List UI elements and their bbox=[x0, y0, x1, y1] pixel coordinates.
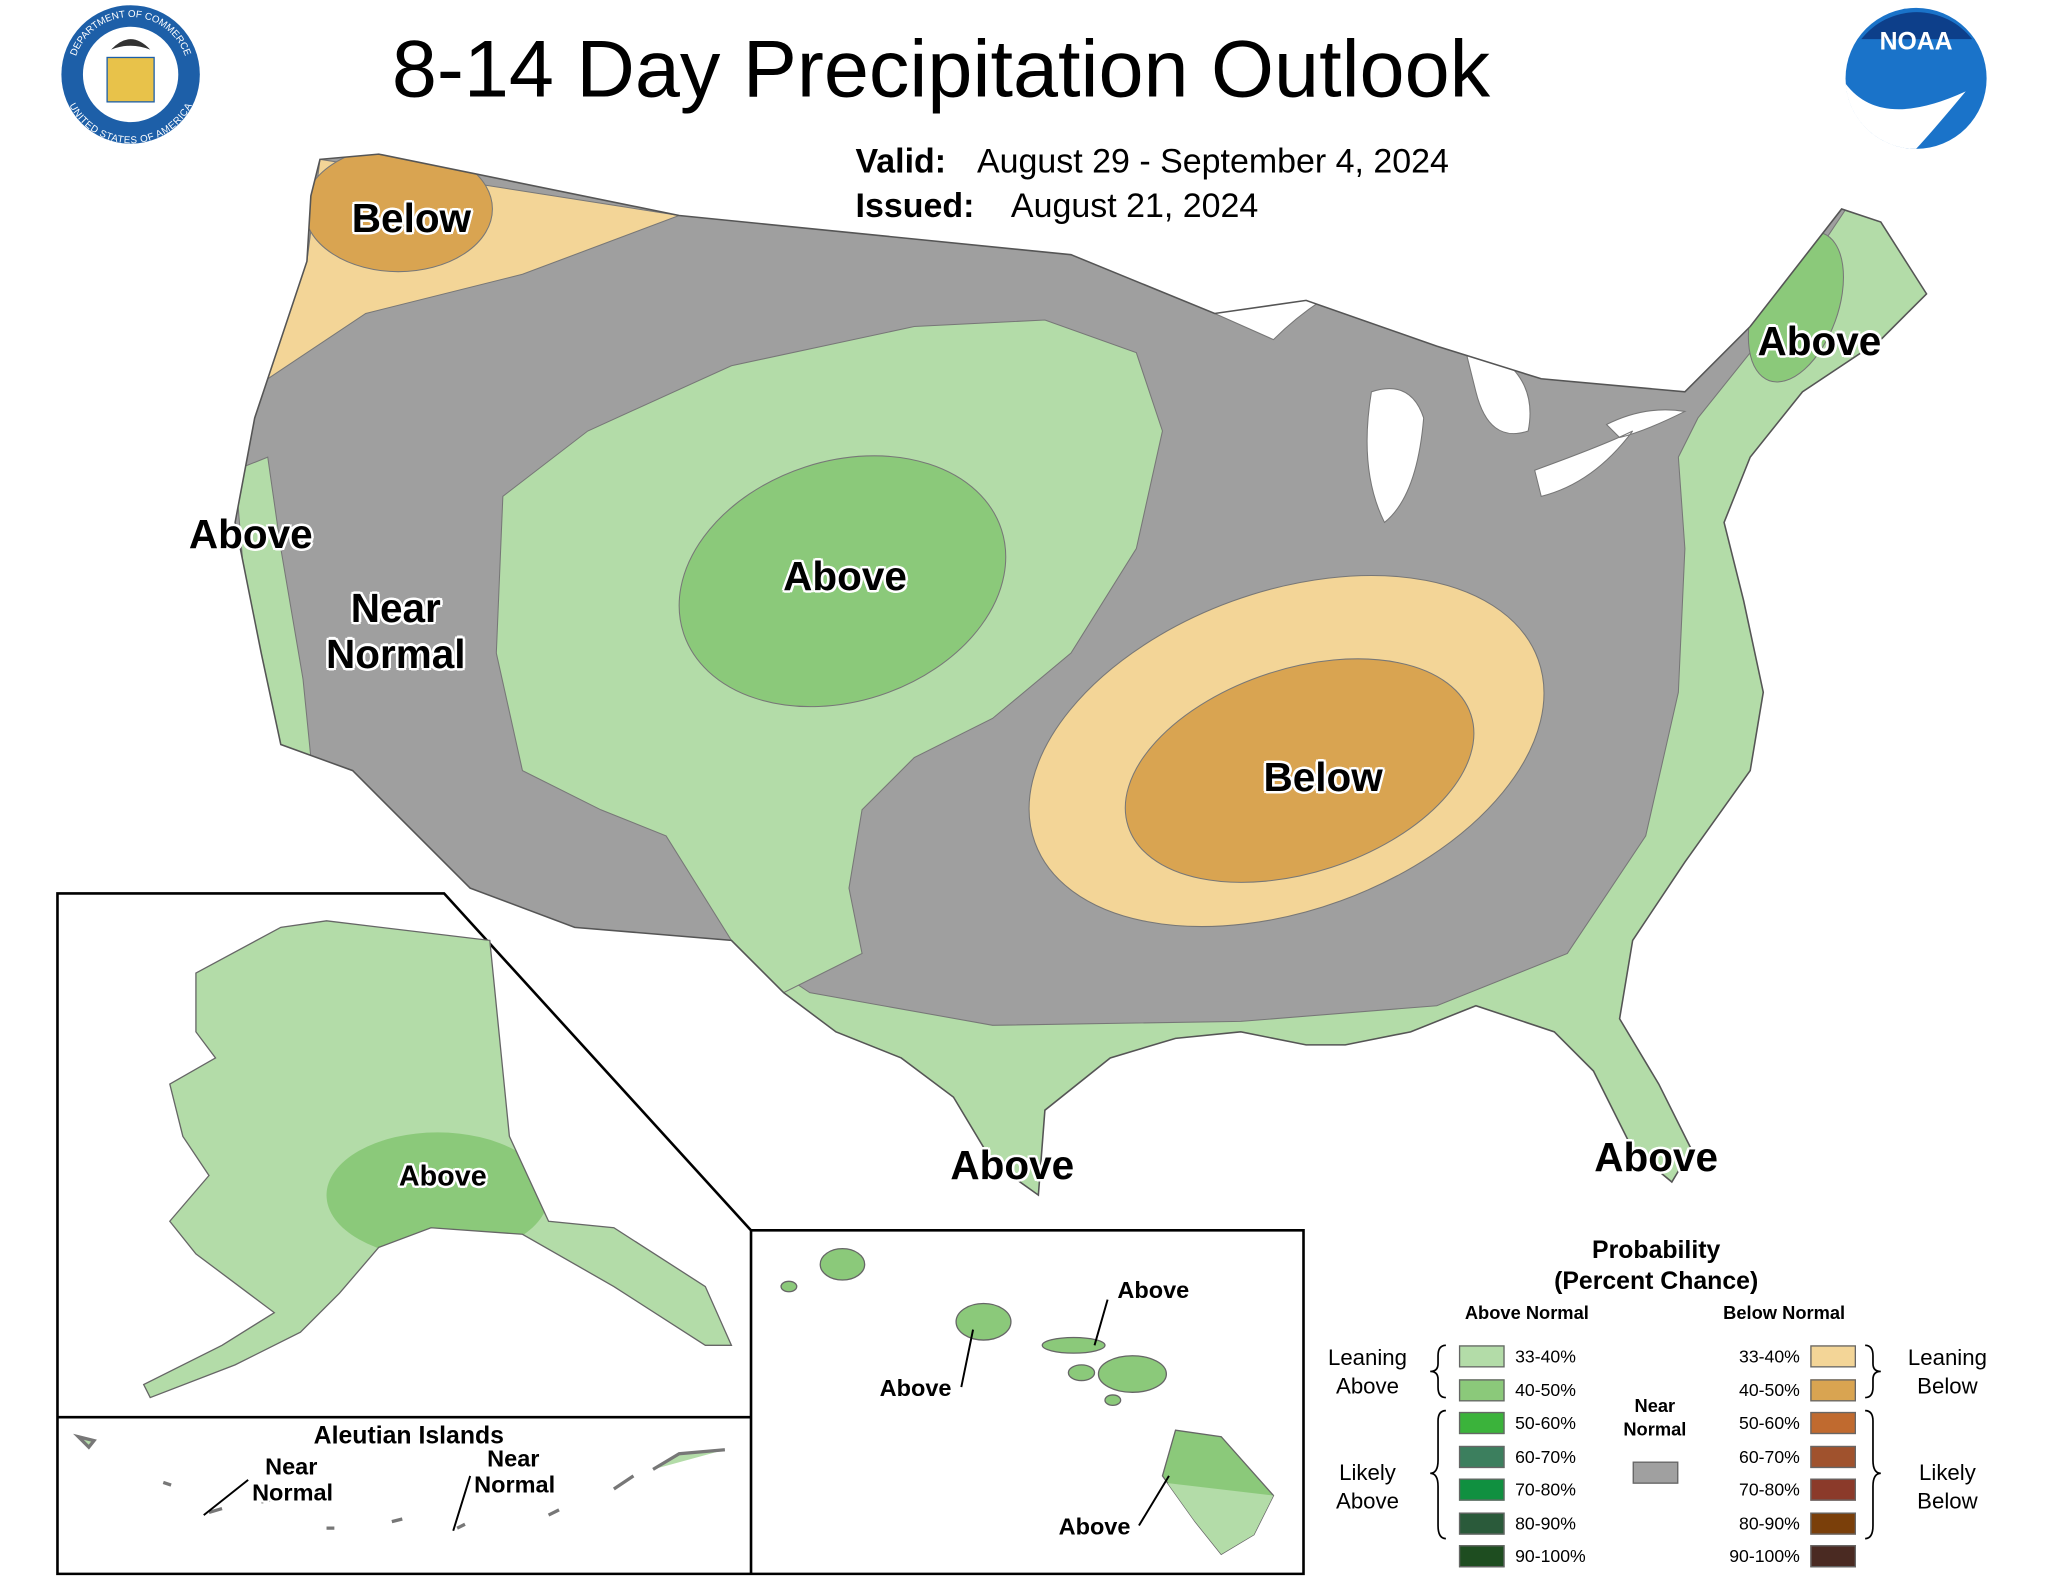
near-normal-label: Near Normal bbox=[1623, 1394, 1687, 1440]
legend-swatch bbox=[1810, 1411, 1856, 1435]
aleutian-islands bbox=[73, 1433, 726, 1530]
legend-swatch bbox=[1458, 1445, 1505, 1468]
legend-swatch bbox=[1458, 1545, 1505, 1568]
leader-lines bbox=[203, 1299, 1170, 1532]
likely-above: Likely Above bbox=[1336, 1460, 1399, 1514]
island bbox=[1104, 1394, 1122, 1407]
legend-range: 80-90% bbox=[1739, 1513, 1800, 1533]
legend-range: 70-80% bbox=[1739, 1479, 1800, 1500]
seal-shield bbox=[106, 56, 155, 103]
legend-range: 60-70% bbox=[1739, 1446, 1800, 1467]
legend-swatch bbox=[1458, 1511, 1505, 1535]
legend-braces bbox=[1430, 1344, 1881, 1540]
near-normal-swatch bbox=[1632, 1461, 1679, 1484]
alaska-above-core bbox=[326, 1132, 549, 1258]
legend-swatch bbox=[1458, 1378, 1505, 1401]
legend-swatch bbox=[1458, 1478, 1505, 1501]
noaa-wave bbox=[1845, 83, 1966, 149]
legend-swatch bbox=[1810, 1511, 1856, 1535]
legend-range: 60-70% bbox=[1515, 1446, 1576, 1467]
issued-label: Issued: bbox=[855, 185, 975, 225]
valid-dates: August 29 - September 4, 2024 bbox=[976, 141, 1449, 181]
above-header: Above Normal bbox=[1464, 1302, 1589, 1324]
legend-range: 80-90% bbox=[1515, 1513, 1576, 1533]
issued-date: August 21, 2024 bbox=[1010, 185, 1259, 225]
legend-swatch bbox=[1810, 1478, 1856, 1501]
noaa-logo: NOAA bbox=[1845, 7, 1987, 149]
legend-title: (Percent Chance) bbox=[1554, 1268, 1759, 1296]
alaska-label: Above bbox=[398, 1159, 487, 1193]
inset-frames bbox=[56, 892, 1305, 1576]
alaska-outline bbox=[142, 920, 733, 1399]
legend-range: 90-100% bbox=[1515, 1546, 1586, 1567]
island bbox=[780, 1280, 798, 1293]
above-core bbox=[678, 455, 1007, 708]
leaning-above: Leaning Above bbox=[1327, 1345, 1408, 1399]
hawaii-label: Above bbox=[1117, 1277, 1190, 1304]
likely-below: Likely Below bbox=[1917, 1460, 1978, 1514]
legend-range: 33-40% bbox=[1739, 1346, 1800, 1367]
below-core bbox=[1124, 658, 1475, 883]
map-label: Above bbox=[188, 511, 313, 558]
island bbox=[955, 1302, 1012, 1341]
map-label: Above bbox=[1757, 318, 1882, 364]
legend-title: Probability bbox=[1592, 1236, 1721, 1265]
island bbox=[1097, 1355, 1168, 1393]
hawaii bbox=[780, 1247, 1275, 1556]
hawaii-label: Above bbox=[879, 1375, 952, 1402]
map-label: Above bbox=[783, 553, 907, 600]
map-label: Below bbox=[1263, 754, 1383, 801]
title: 8-14 Day Precipitation Outlook bbox=[391, 24, 1491, 115]
legend-range: 40-50% bbox=[1739, 1379, 1800, 1400]
island bbox=[819, 1247, 866, 1281]
legend-swatch bbox=[1810, 1378, 1856, 1401]
aleutian-label: Near Normal bbox=[252, 1453, 334, 1506]
aleutian-label: Near Normal bbox=[474, 1445, 556, 1499]
legend-range: 40-50% bbox=[1515, 1379, 1576, 1400]
map-label: Near Normal bbox=[325, 585, 466, 677]
island bbox=[1041, 1336, 1106, 1354]
map-label: Below bbox=[351, 195, 472, 242]
below-header: Below Normal bbox=[1723, 1302, 1846, 1324]
legend-range: 90-100% bbox=[1729, 1546, 1800, 1567]
map-label: Above bbox=[950, 1142, 1075, 1189]
legend-range: 70-80% bbox=[1515, 1479, 1576, 1500]
hawaii-label: Above bbox=[1058, 1513, 1131, 1540]
legend-swatch bbox=[1810, 1345, 1856, 1368]
map-label: Above bbox=[1594, 1134, 1719, 1181]
valid-label: Valid: bbox=[855, 141, 947, 181]
legend-swatch bbox=[1458, 1411, 1505, 1435]
noaa-text: NOAA bbox=[1880, 29, 1953, 56]
leaning-below: Leaning Below bbox=[1907, 1345, 1987, 1399]
aleutian-title: Aleutian Islands bbox=[313, 1422, 504, 1451]
seal-eagle bbox=[111, 39, 151, 50]
legend-range: 50-60% bbox=[1515, 1413, 1576, 1433]
legend-swatch bbox=[1810, 1445, 1856, 1468]
legend-range: 50-60% bbox=[1739, 1413, 1800, 1433]
noaa-top bbox=[1861, 12, 1973, 40]
conus-outline bbox=[234, 153, 1928, 1197]
island bbox=[1067, 1364, 1096, 1382]
commerce-seal: DEPARTMENT OF COMMERCE UNITED STATES OF … bbox=[61, 5, 200, 147]
legend-swatch bbox=[1458, 1345, 1505, 1368]
island-lower bbox=[1162, 1482, 1274, 1555]
legend-swatch bbox=[1810, 1545, 1856, 1568]
legend-range: 33-40% bbox=[1515, 1346, 1576, 1367]
